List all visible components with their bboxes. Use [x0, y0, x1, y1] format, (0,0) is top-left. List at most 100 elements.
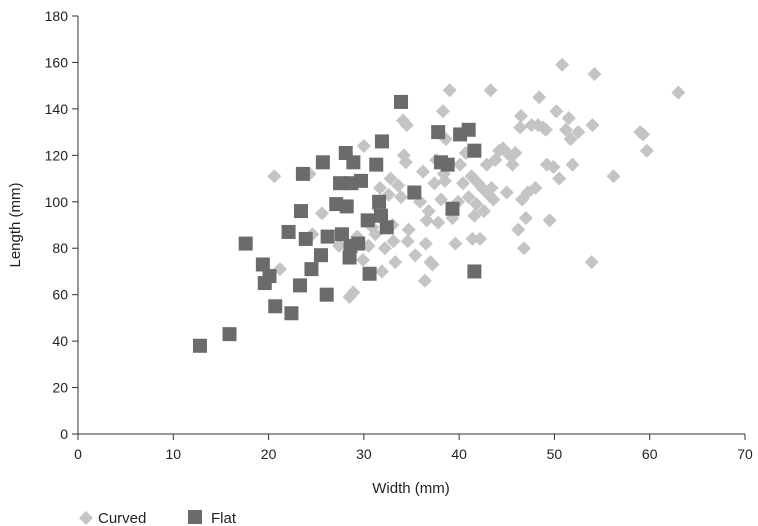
curved-point	[368, 227, 383, 242]
y-tick-label: 140	[45, 101, 69, 117]
flat-point	[379, 220, 394, 235]
axes	[77, 16, 745, 435]
curved-point	[518, 211, 533, 226]
x-tick-label: 50	[547, 446, 563, 462]
curved-point	[639, 143, 654, 158]
curved-point	[374, 264, 389, 279]
y-tick-label: 0	[60, 426, 68, 442]
flat-point	[467, 143, 482, 158]
flat-point	[369, 157, 384, 172]
flat-point	[255, 257, 270, 272]
flat-point	[295, 166, 310, 181]
flat-point	[360, 213, 375, 228]
curved-point	[561, 111, 576, 126]
flat-point	[333, 176, 348, 191]
legend-item-flat: Flat	[188, 510, 237, 526]
curved-point	[437, 173, 452, 188]
y-tick-label: 120	[45, 147, 69, 163]
curved-point	[386, 234, 401, 249]
curved-point	[563, 132, 578, 147]
flat-point	[351, 236, 366, 251]
flat-point	[262, 269, 277, 284]
curved-point	[442, 83, 457, 98]
legend-diamond-marker	[79, 511, 93, 525]
y-axis-title: Length (mm)	[7, 182, 24, 267]
curved-point	[571, 125, 586, 140]
curved-point	[484, 180, 499, 195]
curved-point	[398, 155, 413, 170]
curved-point	[332, 238, 347, 253]
flat-point	[467, 264, 482, 279]
x-tick-label: 60	[642, 446, 658, 462]
flat-point	[461, 122, 476, 137]
y-tick-label: 40	[52, 333, 68, 349]
curved-point	[473, 231, 488, 246]
curved-point	[267, 169, 282, 184]
curved-point	[467, 208, 482, 223]
curved-point	[418, 236, 433, 251]
curved-point	[585, 118, 600, 133]
curved-point	[408, 248, 423, 263]
flat-point	[372, 194, 387, 209]
curved-point	[552, 171, 567, 186]
curved-point	[486, 192, 501, 207]
x-tick-label: 70	[737, 446, 753, 462]
flat-point	[298, 231, 313, 246]
flat-point	[445, 201, 460, 216]
flat-point	[315, 155, 330, 170]
flat-point	[342, 250, 357, 265]
flat-point	[374, 134, 389, 149]
flat-point	[319, 287, 334, 302]
curved-point	[377, 241, 392, 256]
curved-point	[584, 255, 599, 270]
curved-point	[455, 176, 470, 191]
flat-point	[339, 199, 354, 214]
x-tick-label: 10	[165, 446, 181, 462]
y-tick-label: 180	[45, 8, 69, 24]
flat-point	[362, 266, 377, 281]
legend-marker-flat-square-icon	[188, 510, 202, 524]
curved-point	[453, 157, 468, 172]
flat-point	[238, 236, 253, 251]
curved-point	[671, 85, 686, 100]
curved-point	[401, 222, 416, 237]
curved-point	[555, 57, 570, 72]
curved-point	[425, 257, 440, 272]
flat-point	[293, 204, 308, 219]
flat-point	[313, 248, 328, 263]
flat-point	[346, 155, 361, 170]
y-tick-label: 160	[45, 54, 69, 70]
flat-point	[284, 306, 299, 321]
flat-point	[353, 173, 368, 188]
legend-marker-curved-diamond-icon	[79, 511, 93, 525]
curved-point	[505, 157, 520, 172]
curved-point	[415, 164, 430, 179]
curved-point	[461, 190, 476, 205]
curved-point	[465, 231, 480, 246]
curved-point	[400, 234, 415, 249]
legend-square-marker	[188, 510, 202, 524]
curved-point	[355, 252, 370, 267]
curved-point	[511, 222, 526, 237]
curved-point	[356, 139, 371, 154]
curved-point	[417, 273, 432, 288]
flat-point	[320, 229, 335, 244]
y-tick-label: 80	[52, 240, 68, 256]
curved-point	[606, 169, 621, 184]
curved-point	[476, 204, 491, 219]
flat-point	[374, 208, 389, 223]
curved-point	[434, 192, 449, 207]
curved-point	[513, 120, 528, 135]
curved-point	[558, 122, 573, 137]
curved-point	[421, 204, 436, 219]
flat-point	[394, 94, 409, 109]
x-tick-label: 40	[451, 446, 467, 462]
curved-point	[516, 241, 531, 256]
curved-point	[435, 104, 450, 119]
curved-point	[499, 185, 514, 200]
y-tick-label: 60	[52, 287, 68, 303]
curved-point	[508, 146, 523, 161]
flat-point	[268, 299, 283, 314]
curved-point	[514, 108, 529, 123]
